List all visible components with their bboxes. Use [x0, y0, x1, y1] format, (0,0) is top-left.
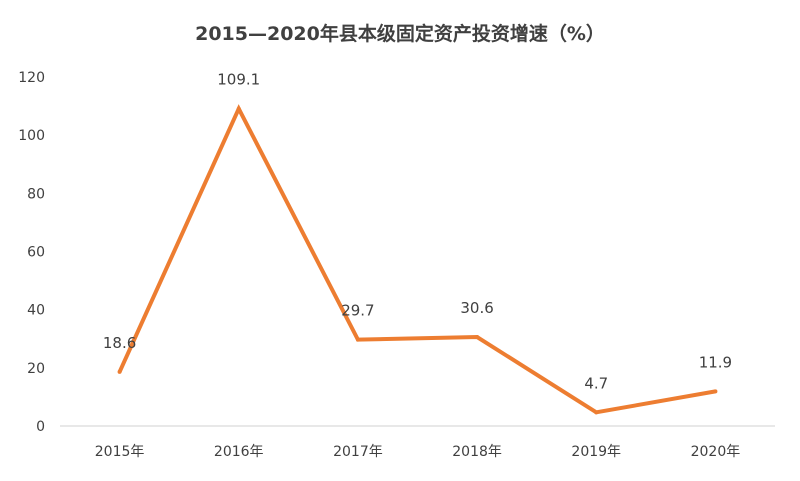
data-label: 30.6: [460, 299, 493, 317]
series-group: [117, 104, 718, 415]
y-tick-label: 120: [18, 70, 45, 86]
x-tick-label: 2019年: [571, 444, 621, 460]
x-tick-label: 2015年: [95, 444, 145, 460]
data-point: [236, 106, 241, 111]
data-point: [475, 335, 480, 340]
y-tick-label: 60: [27, 245, 45, 261]
data-label: 109.1: [217, 71, 260, 89]
data-labels: 18.6 109.1 29.7 30.6 4.7 11.9: [103, 71, 732, 393]
y-tick-label: 0: [36, 419, 45, 435]
series-line: [117, 104, 716, 415]
x-tick-label: 2018年: [452, 444, 502, 460]
x-tick-label: 2016年: [214, 444, 264, 460]
y-axis-ticks: 0 20 40 60 80 100 120: [18, 70, 45, 435]
data-point: [117, 369, 122, 374]
y-tick-label: 40: [27, 303, 45, 319]
data-label: 4.7: [584, 374, 608, 392]
y-tick-label: 80: [27, 186, 45, 202]
y-tick-label: 20: [27, 361, 45, 377]
data-point: [594, 410, 599, 415]
data-point: [713, 389, 718, 394]
y-tick-label: 100: [18, 128, 45, 144]
x-axis-ticks: 2015年 2016年 2017年 2018年 2019年 2020年: [95, 444, 740, 460]
data-label: 18.6: [103, 334, 136, 352]
data-label: 11.9: [699, 353, 732, 371]
x-tick-label: 2020年: [691, 444, 741, 460]
data-point: [355, 337, 360, 342]
x-tick-label: 2017年: [333, 444, 383, 460]
chart-title: 2015—2020年县本级固定资产投资增速（%）: [195, 22, 605, 45]
data-label: 29.7: [341, 302, 374, 320]
